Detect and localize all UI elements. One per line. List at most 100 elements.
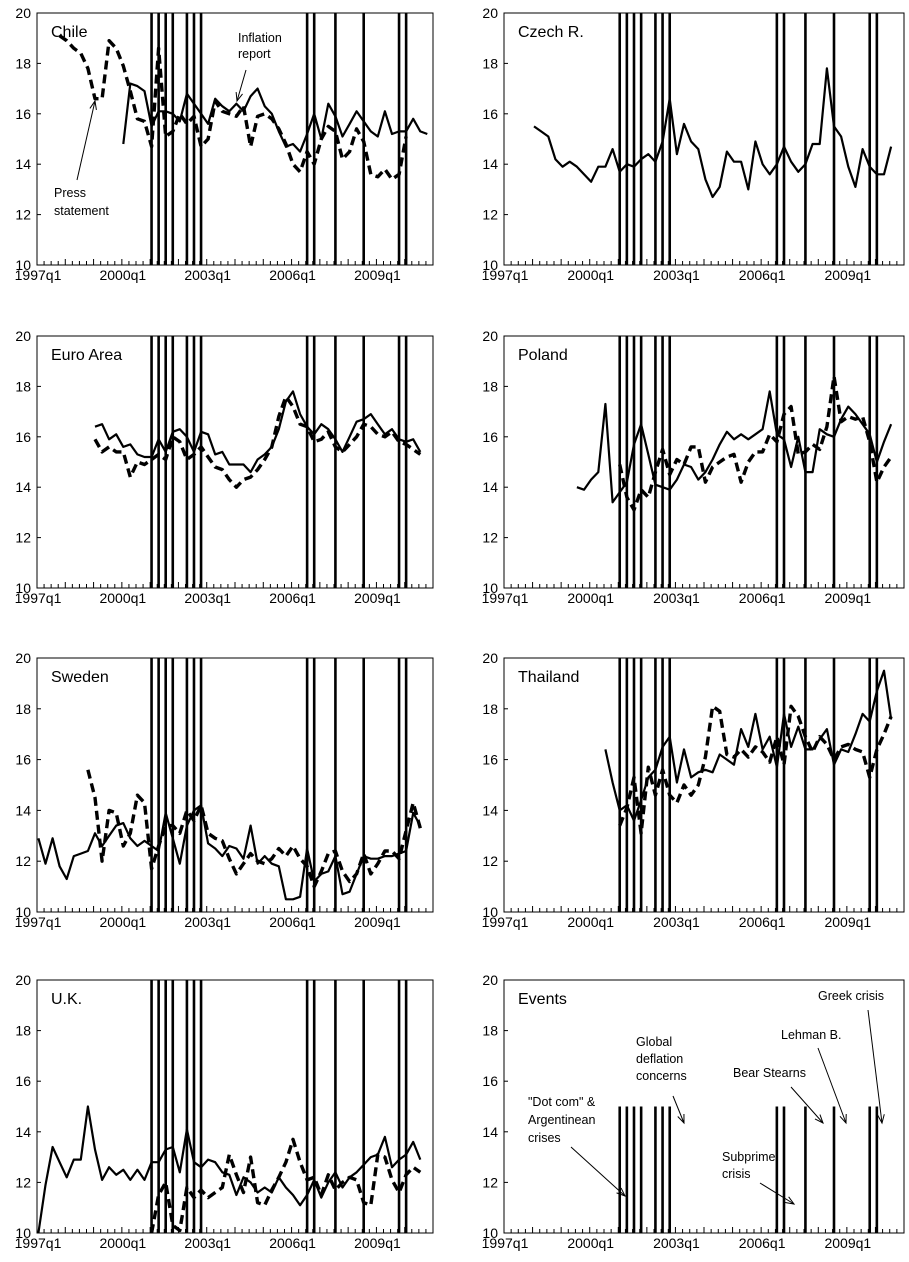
x-tick-label: 1997q1 bbox=[15, 267, 62, 283]
annotation-arrowhead bbox=[616, 1187, 626, 1197]
x-tick-label: 2006q1 bbox=[269, 914, 316, 930]
y-tick-label: 16 bbox=[482, 1073, 498, 1089]
y-tick-label: 18 bbox=[482, 701, 498, 717]
y-tick-label: 20 bbox=[482, 972, 498, 988]
x-tick-label: 2009q1 bbox=[824, 914, 871, 930]
annotation-arrow bbox=[817, 1047, 847, 1124]
y-tick-label: 14 bbox=[15, 1124, 31, 1140]
y-tick-label: 10 bbox=[15, 1225, 31, 1241]
series-line-dashed bbox=[86, 769, 422, 889]
y-tick-label: 10 bbox=[482, 904, 498, 920]
x-tick-label: 2009q1 bbox=[824, 590, 871, 606]
x-tick-label: 2000q1 bbox=[99, 914, 146, 930]
y-tick-label: 14 bbox=[482, 802, 498, 818]
annotation-text: "Dot com" & bbox=[528, 1095, 596, 1109]
annotation-arrowhead bbox=[839, 1113, 847, 1125]
y-tick-label: 10 bbox=[15, 257, 31, 273]
x-tick-label: 2000q1 bbox=[99, 1235, 146, 1251]
x-tick-label: 2003q1 bbox=[184, 914, 231, 930]
x-tick-label: 1997q1 bbox=[482, 267, 529, 283]
annotation-text: report bbox=[238, 47, 271, 61]
annotation-text: crisis bbox=[722, 1167, 750, 1181]
x-tick-label: 1997q1 bbox=[15, 914, 62, 930]
y-tick-label: 18 bbox=[15, 701, 31, 717]
y-tick-label: 20 bbox=[15, 650, 31, 666]
x-tick-label: 2003q1 bbox=[184, 1235, 231, 1251]
x-tick-label: 1997q1 bbox=[15, 1235, 62, 1251]
panel-title: U.K. bbox=[51, 991, 82, 1008]
x-tick-label: 1997q1 bbox=[482, 914, 529, 930]
plot-frame bbox=[503, 335, 905, 589]
plot-frame bbox=[36, 12, 434, 266]
x-tick-label: 2006q1 bbox=[269, 1235, 316, 1251]
series-line-dashed bbox=[149, 1137, 422, 1234]
series-line-solid bbox=[604, 669, 893, 822]
x-tick-label: 2006q1 bbox=[739, 1235, 786, 1251]
panel-u-k-: 10 12 14 16 18 20 1997q1 2000q1 2003q1 2006q1 2009… bbox=[15, 972, 434, 1251]
panel-title: Sweden bbox=[51, 669, 109, 686]
y-tick-label: 14 bbox=[482, 156, 498, 172]
annotation-arrowhead bbox=[677, 1113, 685, 1125]
series-line-solid bbox=[94, 390, 422, 474]
y-tick-label: 20 bbox=[482, 650, 498, 666]
panel-title: Czech R. bbox=[518, 24, 584, 41]
x-tick-label: 2000q1 bbox=[99, 267, 146, 283]
series-line-dashed bbox=[58, 34, 408, 181]
annotation-text: Subprime bbox=[722, 1150, 776, 1164]
x-tick-label: 2009q1 bbox=[354, 590, 401, 606]
x-tick-label: 2000q1 bbox=[567, 267, 614, 283]
y-tick-label: 14 bbox=[15, 802, 31, 818]
panel-sweden: 10 12 14 16 18 20 1997q1 2000q1 2003q1 2006q1 2009… bbox=[15, 650, 434, 930]
y-tick-label: 12 bbox=[482, 530, 498, 546]
y-tick-label: 10 bbox=[482, 257, 498, 273]
y-tick-label: 18 bbox=[15, 55, 31, 71]
x-tick-label: 1997q1 bbox=[15, 590, 62, 606]
panel-chile: 10 12 14 16 18 20 1997q1 2000q1 2003q1 2006q1 2009… bbox=[15, 5, 434, 283]
series-line-solid bbox=[37, 1105, 422, 1234]
series-line-solid bbox=[533, 67, 893, 199]
y-tick-label: 18 bbox=[482, 1023, 498, 1039]
x-tick-label: 2009q1 bbox=[824, 1235, 871, 1251]
panel-title: Events bbox=[518, 991, 567, 1008]
y-tick-label: 14 bbox=[482, 479, 498, 495]
y-tick-label: 14 bbox=[15, 156, 31, 172]
y-tick-label: 14 bbox=[15, 479, 31, 495]
annotation-arrow bbox=[790, 1086, 824, 1124]
x-tick-label: 2006q1 bbox=[739, 267, 786, 283]
y-tick-label: 20 bbox=[15, 328, 31, 344]
x-tick-label: 2006q1 bbox=[739, 914, 786, 930]
y-tick-label: 12 bbox=[482, 207, 498, 223]
annotation-text: Lehman B. bbox=[781, 1028, 841, 1042]
y-tick-label: 16 bbox=[482, 429, 498, 445]
x-tick-label: 2006q1 bbox=[269, 267, 316, 283]
y-tick-label: 12 bbox=[482, 853, 498, 869]
annotation-text: Global bbox=[636, 1035, 672, 1049]
panel-title: Chile bbox=[51, 24, 88, 41]
plot-frame bbox=[503, 657, 905, 913]
y-tick-label: 12 bbox=[15, 207, 31, 223]
y-tick-label: 14 bbox=[482, 1124, 498, 1140]
x-tick-label: 2003q1 bbox=[184, 267, 231, 283]
panel-events: 10 12 14 16 18 20 1997q1 2000q1 2003q1 2006q1 2009… bbox=[482, 972, 905, 1251]
annotation-text: crises bbox=[528, 1131, 561, 1145]
y-tick-label: 10 bbox=[482, 1225, 498, 1241]
annotation-arrow bbox=[76, 100, 96, 181]
panel-title: Thailand bbox=[518, 669, 579, 686]
annotation-arrowhead bbox=[814, 1114, 824, 1125]
annotation-arrowhead bbox=[877, 1114, 885, 1125]
annotation-arrowhead bbox=[235, 91, 243, 103]
y-tick-label: 18 bbox=[15, 378, 31, 394]
y-tick-label: 18 bbox=[15, 1023, 31, 1039]
y-tick-label: 12 bbox=[15, 530, 31, 546]
x-tick-label: 2003q1 bbox=[653, 914, 700, 930]
annotation-text: Inflation bbox=[238, 31, 282, 45]
plot-frame bbox=[503, 12, 905, 266]
x-tick-label: 2003q1 bbox=[184, 590, 231, 606]
y-tick-label: 10 bbox=[15, 580, 31, 596]
x-tick-label: 2000q1 bbox=[99, 590, 146, 606]
annotation-arrow bbox=[236, 69, 247, 102]
y-tick-label: 18 bbox=[482, 55, 498, 71]
x-tick-label: 2006q1 bbox=[269, 590, 316, 606]
annotation-text: deflation bbox=[636, 1052, 683, 1066]
x-tick-label: 2009q1 bbox=[824, 267, 871, 283]
